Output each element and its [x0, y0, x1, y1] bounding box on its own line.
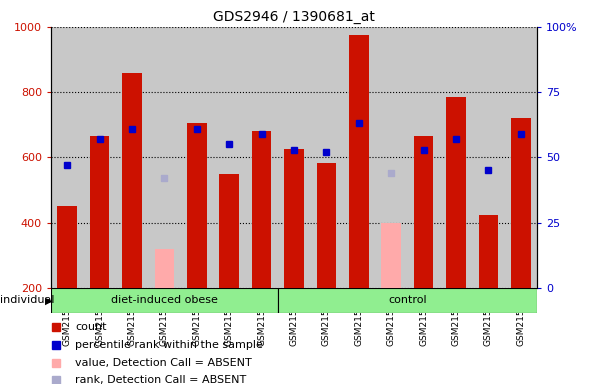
- Bar: [148, 27, 181, 288]
- Bar: [278, 27, 310, 288]
- Bar: [122, 73, 142, 288]
- Bar: [116, 27, 148, 288]
- Bar: [505, 27, 537, 288]
- Bar: [220, 174, 239, 288]
- Bar: [155, 249, 174, 288]
- Bar: [446, 97, 466, 288]
- Bar: [511, 118, 530, 288]
- Bar: [414, 136, 433, 288]
- Text: ▶: ▶: [45, 295, 53, 305]
- Text: percentile rank within the sample: percentile rank within the sample: [76, 340, 263, 350]
- Bar: [479, 215, 498, 288]
- Bar: [440, 27, 472, 288]
- Text: rank, Detection Call = ABSENT: rank, Detection Call = ABSENT: [76, 376, 247, 384]
- Bar: [382, 223, 401, 288]
- Bar: [472, 27, 505, 288]
- Text: individual: individual: [0, 295, 55, 305]
- Bar: [317, 163, 336, 288]
- Bar: [90, 136, 109, 288]
- Bar: [252, 131, 271, 288]
- Bar: [284, 149, 304, 288]
- Bar: [310, 27, 343, 288]
- Text: diet-induced obese: diet-induced obese: [111, 295, 218, 306]
- Bar: [343, 27, 375, 288]
- Text: value, Detection Call = ABSENT: value, Detection Call = ABSENT: [76, 358, 252, 368]
- Bar: [181, 27, 213, 288]
- Bar: [407, 27, 440, 288]
- Title: GDS2946 / 1390681_at: GDS2946 / 1390681_at: [213, 10, 375, 25]
- Bar: [245, 27, 278, 288]
- Bar: [375, 27, 407, 288]
- Text: count: count: [76, 322, 107, 332]
- Bar: [83, 27, 116, 288]
- Bar: [58, 207, 77, 288]
- Text: control: control: [388, 295, 427, 306]
- Bar: [213, 27, 245, 288]
- Bar: [349, 35, 368, 288]
- Bar: [51, 27, 83, 288]
- Bar: [51, 288, 278, 313]
- Bar: [187, 123, 206, 288]
- Bar: [278, 288, 537, 313]
